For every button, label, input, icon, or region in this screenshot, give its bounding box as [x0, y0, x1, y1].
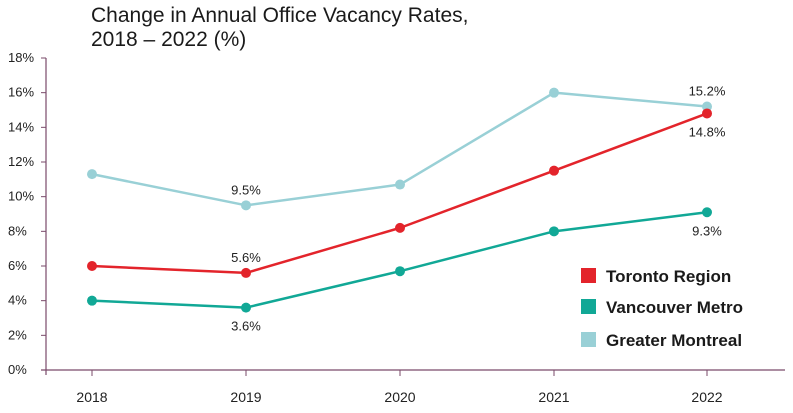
- legend-swatch: [581, 332, 596, 347]
- x-tick-label: 2019: [230, 389, 261, 405]
- data-point-toronto-region: [702, 108, 712, 119]
- y-tick-label: 10%: [8, 189, 34, 204]
- data-point-vancouver-metro: [87, 295, 97, 306]
- data-point-vancouver-metro: [395, 266, 405, 277]
- y-axis-tick-labels: 0% 2% 4% 6% 8% 10% 12% 14% 16% 18%: [8, 50, 34, 377]
- data-label: 15.2%: [689, 84, 726, 99]
- x-axis-tick-labels: 2018 2019 2020 2021 2022: [76, 389, 722, 405]
- y-tick-label: 2%: [8, 327, 27, 342]
- y-tick-label: 14%: [8, 119, 34, 134]
- data-point-greater-montreal: [87, 169, 97, 180]
- data-point-toronto-region: [549, 165, 559, 176]
- data-point-toronto-region: [87, 261, 97, 271]
- x-tick-label: 2021: [538, 389, 569, 405]
- axes: [41, 57, 785, 376]
- y-tick-label: 12%: [8, 154, 34, 169]
- data-label: 14.8%: [689, 124, 726, 139]
- data-point-toronto-region: [395, 222, 405, 233]
- data-label: 9.5%: [231, 182, 261, 197]
- y-tick-label: 0%: [8, 362, 27, 377]
- data-point-vancouver-metro: [702, 207, 712, 218]
- y-tick-label: 18%: [8, 50, 34, 65]
- legend-label: Vancouver Metro: [606, 298, 743, 317]
- y-tick-label: 4%: [8, 293, 27, 308]
- y-tick-label: 6%: [8, 258, 27, 273]
- chart-title: Change in Annual Office Vacancy Rates, 2…: [91, 4, 468, 51]
- x-tick-label: 2022: [691, 389, 722, 405]
- chart-title-line-2: 2018 – 2022 (%): [91, 28, 246, 51]
- data-point-greater-montreal: [395, 179, 405, 190]
- data-point-greater-montreal: [549, 87, 559, 98]
- legend: Toronto Region Vancouver Metro Greater Mon…: [581, 267, 743, 350]
- data-label: 3.6%: [231, 319, 261, 334]
- y-tick-label: 8%: [8, 223, 27, 238]
- legend-swatch: [581, 299, 596, 314]
- x-tick-label: 2020: [384, 389, 415, 405]
- data-point-greater-montreal: [241, 200, 251, 211]
- series-points: [87, 87, 712, 313]
- data-point-toronto-region: [241, 267, 251, 278]
- legend-label: Greater Montreal: [606, 331, 742, 350]
- data-label: 5.6%: [231, 250, 261, 265]
- data-point-greater-montreal: [702, 101, 712, 112]
- data-labels: 9.5% 15.2% 5.6% 14.8% 3.6% 9.3%: [231, 84, 726, 334]
- data-point-vancouver-metro: [241, 302, 251, 313]
- chart-title-line-1: Change in Annual Office Vacancy Rates,: [91, 4, 468, 27]
- data-point-vancouver-metro: [549, 226, 559, 237]
- x-tick-label: 2018: [76, 389, 107, 405]
- data-label: 9.3%: [692, 223, 722, 238]
- y-tick-label: 16%: [8, 85, 34, 100]
- legend-label: Toronto Region: [606, 267, 731, 286]
- legend-swatch: [581, 268, 596, 283]
